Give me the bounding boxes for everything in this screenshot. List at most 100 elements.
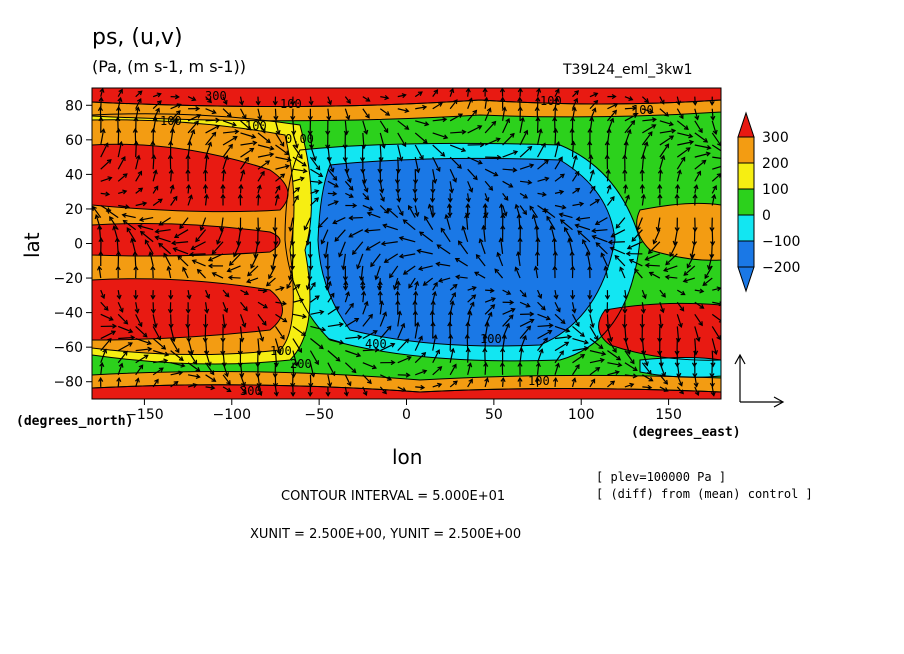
wind-vector xyxy=(606,314,609,328)
wind-vector xyxy=(659,314,662,328)
wind-vector xyxy=(642,118,656,122)
wind-vector xyxy=(321,229,329,244)
wind-vector xyxy=(239,108,247,119)
wind-vector xyxy=(711,326,721,340)
wind-vector xyxy=(289,265,294,280)
colorbar-label: −200 xyxy=(762,260,800,276)
wind-vector-head xyxy=(154,228,160,234)
wind-vector xyxy=(338,241,346,257)
wind-vector-head xyxy=(249,147,255,153)
wind-vector-head xyxy=(122,219,128,225)
wind-vector xyxy=(553,238,556,254)
wind-vector-head xyxy=(363,300,369,306)
wind-vector xyxy=(414,144,424,160)
wind-vector xyxy=(135,90,143,98)
wind-vector xyxy=(292,195,299,206)
wind-vector-head xyxy=(614,254,620,260)
wind-vector xyxy=(455,258,468,267)
wind-vector xyxy=(380,343,395,352)
wind-vector-head xyxy=(167,308,173,314)
wind-vector-head xyxy=(521,292,527,298)
contour-label: 300 xyxy=(205,89,227,103)
wind-vector xyxy=(360,265,364,280)
wind-vector xyxy=(274,120,280,135)
wind-vector xyxy=(665,276,678,279)
wind-vector xyxy=(571,314,580,327)
wind-vector xyxy=(187,290,191,299)
wind-vector xyxy=(669,241,678,257)
wind-vector xyxy=(414,336,423,351)
wind-vector-head xyxy=(663,267,669,273)
x-tick-label: 100 xyxy=(568,407,595,423)
wind-vector-head xyxy=(591,107,597,113)
wind-vector-head xyxy=(712,184,717,191)
wind-vector xyxy=(614,255,626,267)
wind-vector xyxy=(257,313,267,326)
wind-vector xyxy=(560,219,573,231)
wind-vector xyxy=(205,142,212,158)
wind-vector-head xyxy=(137,322,143,328)
wind-vector xyxy=(344,303,354,315)
wind-vector-head xyxy=(422,369,428,375)
wind-vector xyxy=(432,335,437,351)
wind-vector-head xyxy=(538,348,544,354)
wind-vector-head xyxy=(478,238,484,244)
wind-vector-head xyxy=(265,281,271,287)
wind-vector-head xyxy=(365,113,370,119)
wind-vector-head xyxy=(286,157,292,163)
wind-vector-head xyxy=(580,354,586,359)
wind-vector xyxy=(362,374,372,384)
wind-vector-head xyxy=(327,382,333,388)
wind-vector-head xyxy=(207,263,213,269)
wind-vector xyxy=(595,242,608,255)
wind-vector xyxy=(352,241,364,255)
wind-vector xyxy=(694,386,699,396)
wind-vector-head xyxy=(547,329,553,335)
wind-vector-head xyxy=(517,88,523,93)
wind-vector xyxy=(187,185,190,194)
wind-vector xyxy=(536,289,542,299)
wind-vector-head xyxy=(272,382,279,388)
wind-vector xyxy=(222,130,239,134)
wind-vector-head xyxy=(496,251,502,257)
wind-vector-head xyxy=(663,379,669,385)
wind-vector-head xyxy=(593,92,599,98)
plev-note: [ plev=100000 Pa ] xyxy=(596,470,727,484)
wind-vector-head xyxy=(142,332,148,338)
wind-vector xyxy=(191,241,206,250)
wind-vector xyxy=(239,326,243,342)
wind-vector-head xyxy=(385,111,391,116)
wind-vector xyxy=(535,266,539,279)
wind-vector-head xyxy=(270,265,276,271)
wind-vector-head xyxy=(709,100,715,106)
wind-vector-head xyxy=(505,117,511,124)
wind-vector-head xyxy=(574,90,580,95)
colorbar-label: 0 xyxy=(762,208,771,224)
wind-vector xyxy=(467,168,478,180)
wind-vector xyxy=(170,371,183,376)
wind-vector xyxy=(589,170,594,182)
wind-vector-head xyxy=(99,361,105,368)
wind-vector-head xyxy=(573,97,579,103)
wind-vector xyxy=(554,363,560,375)
wind-vector-head xyxy=(262,288,268,294)
wind-vector-head xyxy=(317,179,323,185)
wind-vector xyxy=(611,229,626,238)
wind-vector-head xyxy=(479,142,485,148)
wind-vector-head xyxy=(211,377,217,382)
wind-vector-head xyxy=(112,323,118,329)
wind-vector xyxy=(344,120,348,135)
wind-vector xyxy=(424,216,434,230)
wind-vector xyxy=(106,209,119,219)
wind-vector-head xyxy=(382,311,388,317)
wind-vector-head xyxy=(195,373,201,379)
wind-vector xyxy=(577,230,591,243)
wind-vector-head xyxy=(626,128,632,134)
contour-line xyxy=(92,370,721,393)
wind-vector xyxy=(694,326,700,342)
wind-vector-head xyxy=(246,278,252,284)
wind-vector-head xyxy=(430,299,436,305)
wind-vector-head xyxy=(224,292,230,298)
wind-vector-head xyxy=(575,364,580,370)
wind-vector xyxy=(484,193,489,202)
